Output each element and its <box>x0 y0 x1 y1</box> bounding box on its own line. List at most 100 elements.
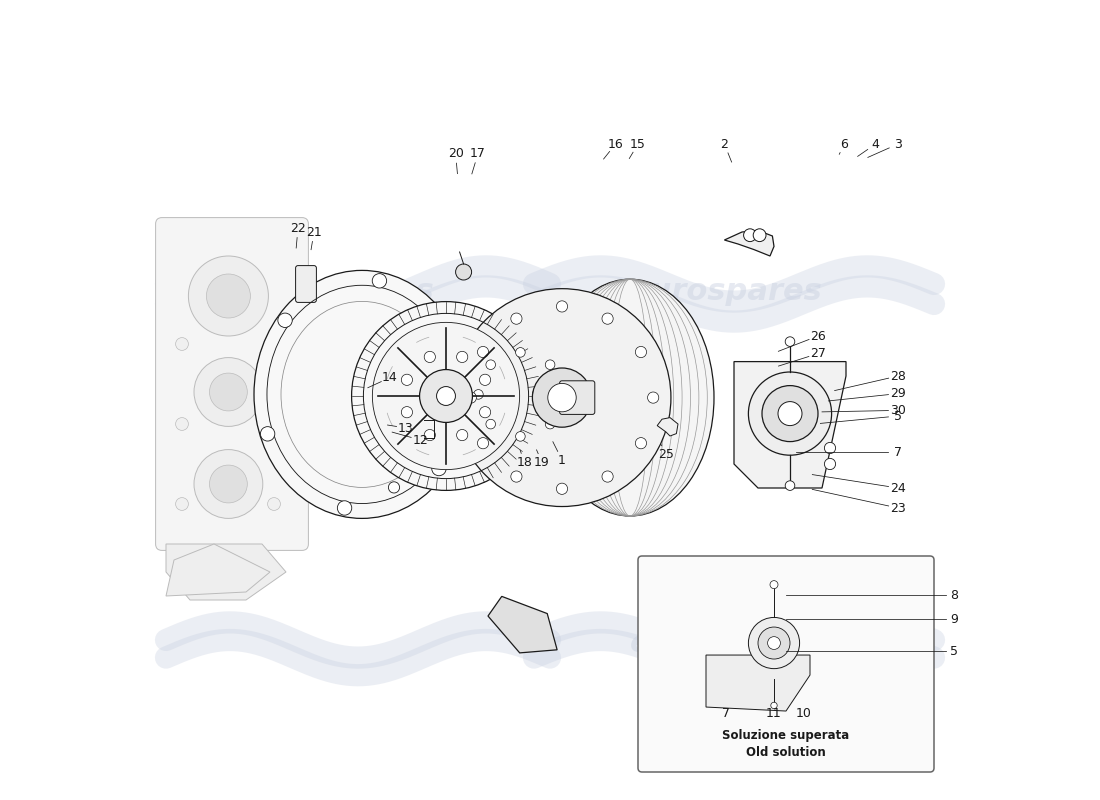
Text: 29: 29 <box>890 387 906 400</box>
Circle shape <box>372 274 386 288</box>
Text: 25: 25 <box>658 448 674 461</box>
Circle shape <box>176 418 188 430</box>
Circle shape <box>431 462 447 476</box>
Circle shape <box>267 338 280 350</box>
Circle shape <box>453 289 671 506</box>
Text: eurospares: eurospares <box>242 278 434 306</box>
Polygon shape <box>488 596 557 653</box>
Circle shape <box>557 301 568 312</box>
Circle shape <box>768 637 780 650</box>
Circle shape <box>176 338 188 350</box>
Circle shape <box>557 483 568 494</box>
Polygon shape <box>706 655 810 711</box>
Circle shape <box>373 322 519 470</box>
Circle shape <box>486 419 495 429</box>
Text: 16: 16 <box>607 138 624 150</box>
Circle shape <box>352 302 540 490</box>
Text: 2: 2 <box>720 138 728 150</box>
Circle shape <box>558 390 568 399</box>
Circle shape <box>785 337 795 346</box>
Circle shape <box>477 438 488 449</box>
Circle shape <box>744 229 757 242</box>
Text: 1: 1 <box>558 454 565 466</box>
Text: 11: 11 <box>766 707 782 720</box>
Text: 5: 5 <box>950 645 958 658</box>
Circle shape <box>824 458 836 470</box>
Text: 10: 10 <box>795 707 812 720</box>
Text: Soluzione superata: Soluzione superata <box>723 730 849 742</box>
Circle shape <box>456 430 468 441</box>
Text: eurospares: eurospares <box>629 278 823 306</box>
Circle shape <box>188 256 268 336</box>
Text: 9: 9 <box>950 613 958 626</box>
Circle shape <box>636 438 647 449</box>
Text: 18: 18 <box>517 456 532 469</box>
Circle shape <box>455 264 472 280</box>
Circle shape <box>480 406 491 418</box>
Polygon shape <box>725 230 774 256</box>
Circle shape <box>510 471 522 482</box>
Text: 27: 27 <box>810 347 826 360</box>
Text: Old solution: Old solution <box>746 746 826 758</box>
Text: 28: 28 <box>890 370 906 382</box>
Circle shape <box>748 372 832 455</box>
Circle shape <box>636 346 647 358</box>
Circle shape <box>425 351 436 362</box>
Text: 23: 23 <box>890 502 906 514</box>
Text: 19: 19 <box>535 456 550 469</box>
Text: 26: 26 <box>810 330 826 342</box>
Circle shape <box>261 426 275 441</box>
Text: 5: 5 <box>894 410 902 422</box>
Circle shape <box>486 360 495 370</box>
Circle shape <box>449 348 463 362</box>
FancyBboxPatch shape <box>155 218 308 550</box>
Circle shape <box>402 374 412 386</box>
Text: 7: 7 <box>722 707 730 720</box>
Circle shape <box>465 392 476 403</box>
Circle shape <box>546 360 554 370</box>
Circle shape <box>648 392 659 403</box>
Text: eurospares: eurospares <box>629 630 823 658</box>
Circle shape <box>209 465 248 503</box>
Text: 14: 14 <box>382 371 398 384</box>
Text: 20: 20 <box>448 147 463 160</box>
FancyBboxPatch shape <box>560 381 595 414</box>
Text: 13: 13 <box>398 422 414 434</box>
Circle shape <box>194 358 263 426</box>
Text: 7: 7 <box>894 446 902 458</box>
Circle shape <box>437 386 455 406</box>
Circle shape <box>209 373 248 411</box>
Circle shape <box>474 390 483 399</box>
Circle shape <box>785 481 795 490</box>
Circle shape <box>758 627 790 659</box>
Circle shape <box>754 229 766 242</box>
Circle shape <box>267 418 280 430</box>
Text: 12: 12 <box>412 434 428 446</box>
Circle shape <box>532 386 549 402</box>
Circle shape <box>480 374 491 386</box>
Polygon shape <box>734 362 846 488</box>
Text: 6: 6 <box>840 138 848 150</box>
Text: 22: 22 <box>290 222 306 234</box>
Circle shape <box>176 498 188 510</box>
Circle shape <box>278 313 293 327</box>
Polygon shape <box>657 418 678 436</box>
Circle shape <box>267 498 280 510</box>
Circle shape <box>602 471 613 482</box>
Polygon shape <box>166 544 270 596</box>
Circle shape <box>338 501 352 515</box>
Text: 15: 15 <box>630 138 646 150</box>
Circle shape <box>419 370 472 422</box>
Text: 21: 21 <box>306 226 322 238</box>
Circle shape <box>510 313 522 324</box>
Circle shape <box>425 430 436 441</box>
FancyBboxPatch shape <box>296 266 317 302</box>
Circle shape <box>824 442 836 454</box>
Circle shape <box>532 368 592 427</box>
FancyBboxPatch shape <box>638 556 934 772</box>
Circle shape <box>516 347 525 357</box>
Text: 30: 30 <box>890 404 906 417</box>
Ellipse shape <box>254 270 470 518</box>
Circle shape <box>602 313 613 324</box>
Circle shape <box>516 431 525 442</box>
